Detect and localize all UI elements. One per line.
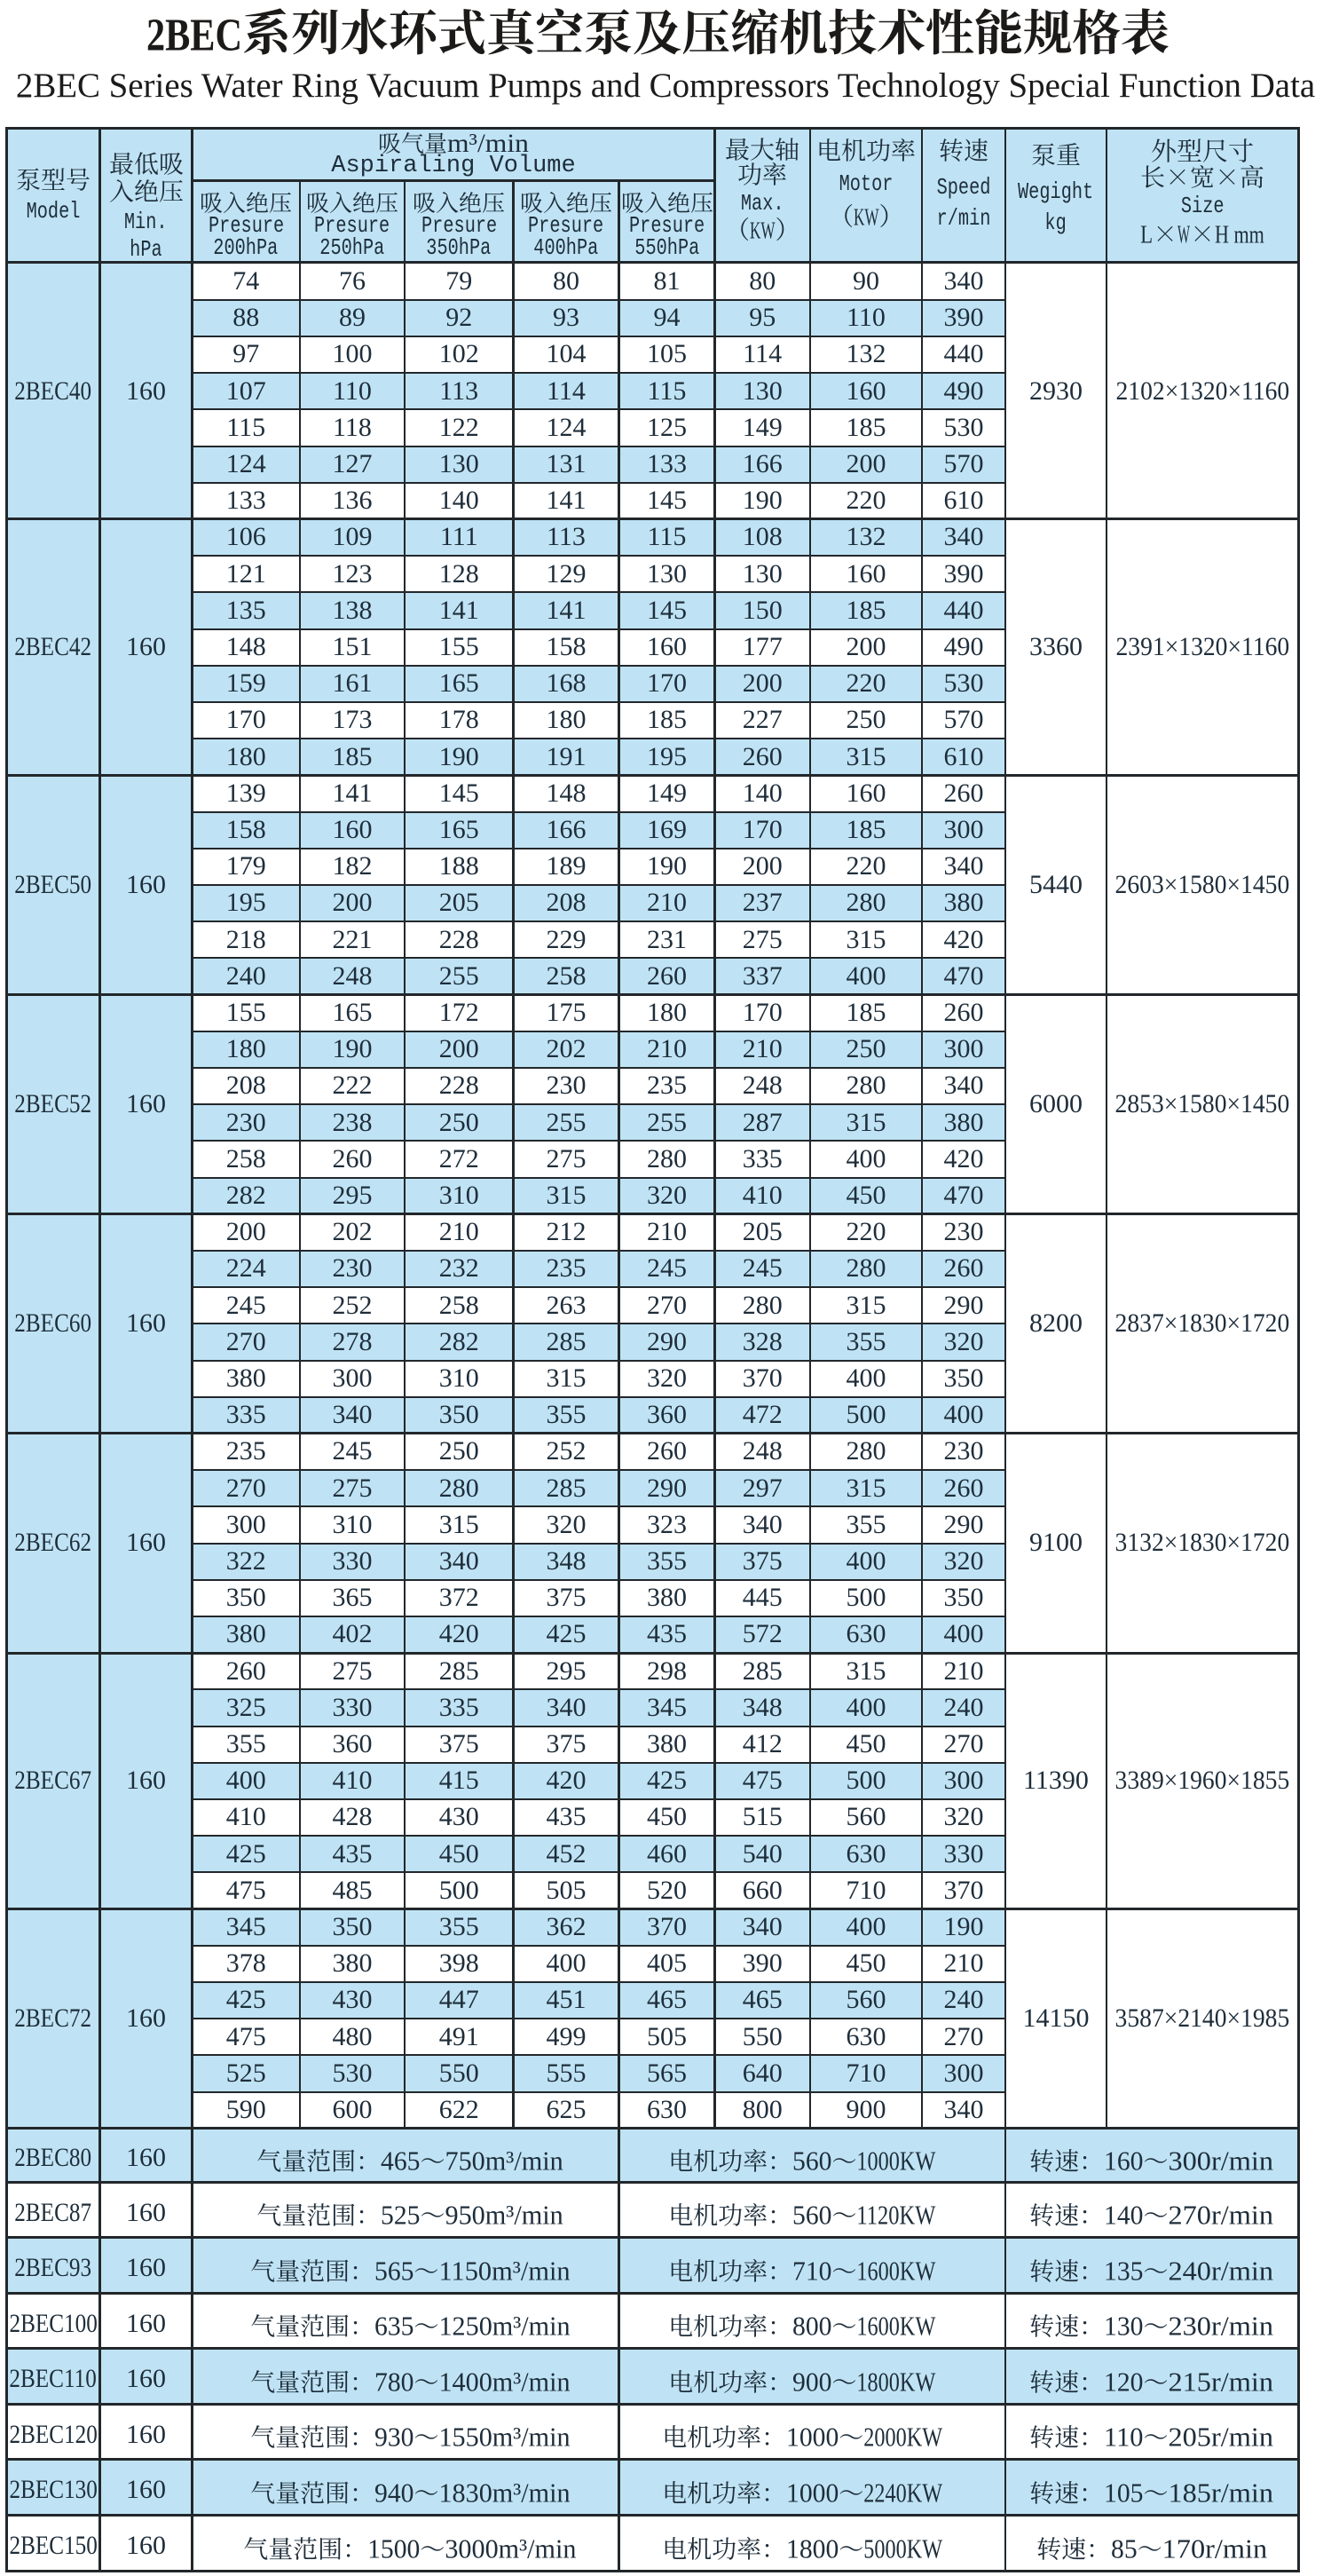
svg-text:525: 525	[381, 2202, 420, 2228]
svg-text:KW: KW	[750, 217, 776, 242]
svg-text:1000KW: 1000KW	[857, 2148, 936, 2174]
svg-text:1550m³/min: 1550m³/min	[438, 2424, 570, 2450]
svg-text:1500: 1500	[367, 2536, 420, 2562]
svg-text:140: 140	[1104, 2202, 1143, 2228]
svg-text:5000KW: 5000KW	[863, 2536, 942, 2562]
svg-text:3000m³/min: 3000m³/min	[445, 2536, 576, 2562]
svg-text:105: 105	[1104, 2480, 1143, 2506]
svg-text:85: 85	[1111, 2536, 1138, 2562]
svg-text:710: 710	[792, 2258, 831, 2284]
svg-text:565: 565	[374, 2258, 413, 2284]
svg-text:m³/min: m³/min	[447, 131, 529, 155]
svg-text:2000KW: 2000KW	[863, 2424, 942, 2450]
svg-text:120: 120	[1104, 2369, 1143, 2395]
svg-text:1000: 1000	[786, 2424, 839, 2450]
svg-text:950m³/min: 950m³/min	[445, 2202, 563, 2228]
svg-text:940: 940	[374, 2480, 413, 2506]
svg-text:1600KW: 1600KW	[857, 2313, 936, 2339]
svg-text:1830m³/min: 1830m³/min	[438, 2480, 570, 2506]
svg-text:1000: 1000	[786, 2480, 839, 2506]
svg-text:1120KW: 1120KW	[857, 2202, 936, 2228]
svg-text:240r/min: 240r/min	[1169, 2258, 1274, 2284]
svg-text:1400m³/min: 1400m³/min	[438, 2369, 570, 2395]
svg-text:465: 465	[381, 2148, 420, 2174]
svg-text:270r/min: 270r/min	[1169, 2202, 1274, 2228]
svg-text:1250m³/min: 1250m³/min	[438, 2313, 570, 2339]
svg-text:1150m³/min: 1150m³/min	[438, 2258, 570, 2284]
svg-text:L: L	[1140, 221, 1153, 246]
svg-text:560: 560	[792, 2202, 831, 2228]
svg-text:230r/min: 230r/min	[1169, 2313, 1274, 2339]
svg-text:160: 160	[1104, 2148, 1143, 2174]
svg-text:W: W	[1177, 221, 1190, 246]
svg-text:KW: KW	[854, 203, 879, 228]
svg-text:185r/min: 185r/min	[1169, 2480, 1274, 2506]
svg-text:930: 930	[374, 2424, 413, 2450]
svg-text:750m³/min: 750m³/min	[445, 2148, 563, 2174]
svg-text:135: 135	[1104, 2258, 1143, 2284]
svg-text:2BEC: 2BEC	[146, 10, 242, 57]
svg-text:205r/min: 205r/min	[1169, 2424, 1274, 2450]
svg-text:300r/min: 300r/min	[1169, 2148, 1274, 2174]
svg-text:1800: 1800	[786, 2536, 839, 2562]
svg-text:130: 130	[1104, 2313, 1143, 2339]
svg-text:900: 900	[792, 2369, 831, 2395]
svg-text:800: 800	[792, 2313, 831, 2339]
svg-text:780: 780	[374, 2369, 413, 2395]
svg-text:1800KW: 1800KW	[857, 2369, 936, 2395]
svg-text:2240KW: 2240KW	[863, 2480, 942, 2506]
svg-text:1600KW: 1600KW	[857, 2258, 936, 2284]
svg-text:215r/min: 215r/min	[1169, 2369, 1274, 2395]
svg-text:635: 635	[374, 2313, 413, 2339]
svg-text:170r/min: 170r/min	[1162, 2536, 1267, 2562]
svg-text:H mm: H mm	[1215, 221, 1264, 246]
svg-text:110: 110	[1104, 2424, 1143, 2450]
svg-text:560: 560	[792, 2148, 831, 2174]
